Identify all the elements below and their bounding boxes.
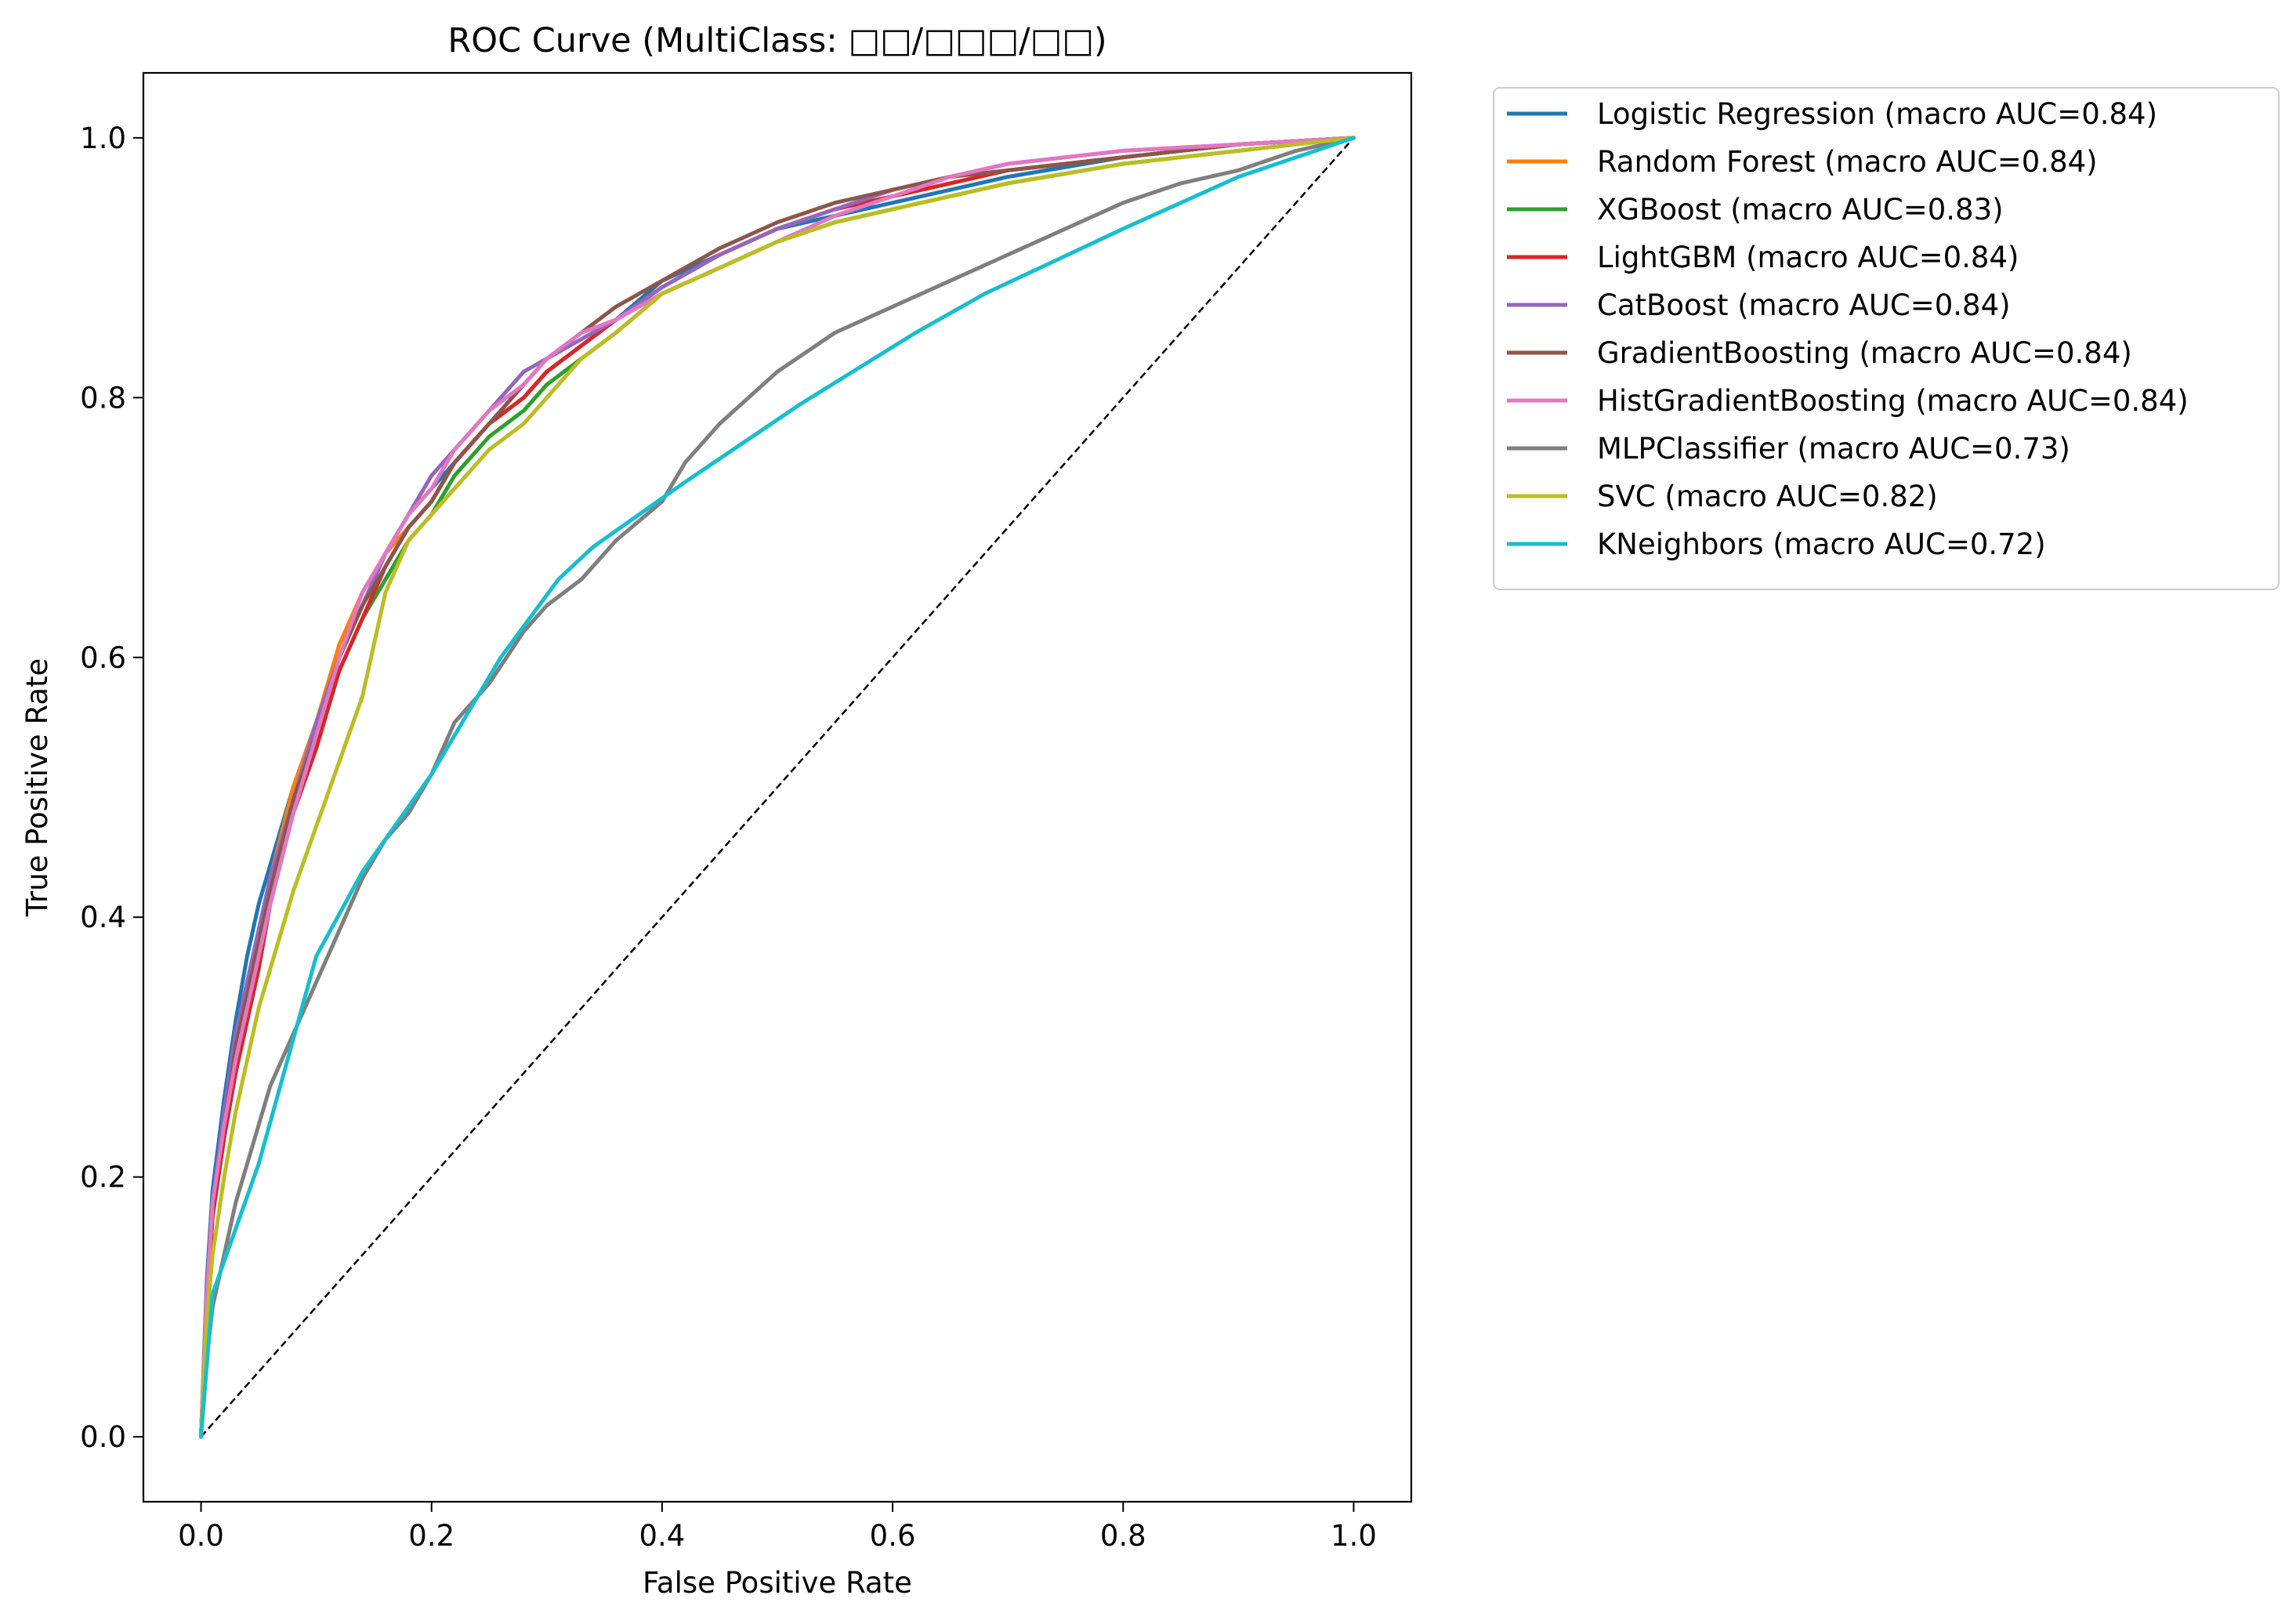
y-tick-label: 1.0 xyxy=(80,121,126,155)
roc-series-line-9 xyxy=(199,136,1356,1439)
legend-label-7: MLPClassifier (macro AUC=0.73) xyxy=(1597,432,2070,466)
legend-box xyxy=(1493,87,2280,590)
x-axis-ticks: 0.0 0.2 0.4 0.6 0.8 1.0 xyxy=(178,1502,1377,1553)
roc-series-line-8 xyxy=(199,136,1356,1439)
y-tick-label: 0.6 xyxy=(80,641,126,675)
x-tick-label: 0.4 xyxy=(639,1519,685,1553)
y-tick-label: 0.8 xyxy=(80,381,126,415)
chance-diagonal-line xyxy=(200,137,1355,1437)
y-axis-label: True Positive Rate xyxy=(20,658,54,918)
x-tick-label: 0.6 xyxy=(870,1519,916,1553)
legend-label-4: CatBoost (macro AUC=0.84) xyxy=(1597,288,2011,322)
x-tick-label: 0.8 xyxy=(1100,1519,1146,1553)
legend-label-5: GradientBoosting (macro AUC=0.84) xyxy=(1597,336,2132,370)
y-tick-label: 0.4 xyxy=(80,901,126,934)
legend-label-9: KNeighbors (macro AUC=0.72) xyxy=(1597,527,2046,561)
y-tick-label: 0.2 xyxy=(80,1161,126,1194)
legend-label-6: HistGradientBoosting (macro AUC=0.84) xyxy=(1597,384,2189,418)
y-axis-ticks: 0.0 0.2 0.4 0.6 0.8 1.0 xyxy=(80,121,143,1454)
legend-label-0: Logistic Regression (macro AUC=0.84) xyxy=(1597,97,2157,131)
y-tick-label: 0.0 xyxy=(80,1420,126,1454)
chart-title: ROC Curve (MultiClass: □□/□□□/□□) xyxy=(447,21,1106,60)
x-tick-label: 1.0 xyxy=(1331,1519,1377,1553)
legend-label-2: XGBoost (macro AUC=0.83) xyxy=(1597,193,2004,227)
x-tick-label: 0.0 xyxy=(178,1519,224,1553)
roc-series-line-6 xyxy=(199,136,1356,1439)
roc-series-line-5 xyxy=(199,136,1356,1439)
x-tick-label: 0.2 xyxy=(408,1519,454,1553)
roc-series-line-7 xyxy=(199,136,1356,1439)
legend-label-8: SVC (macro AUC=0.82) xyxy=(1597,480,1938,513)
legend-label-1: Random Forest (macro AUC=0.84) xyxy=(1597,145,2098,179)
legend-label-3: LightGBM (macro AUC=0.84) xyxy=(1597,241,2019,274)
axes-frame xyxy=(142,71,1413,1503)
plot-area xyxy=(199,136,1356,1439)
x-axis-label: False Positive Rate xyxy=(643,1566,912,1600)
legend: Logistic Regression (macro AUC=0.84) Rand… xyxy=(1493,87,2280,590)
